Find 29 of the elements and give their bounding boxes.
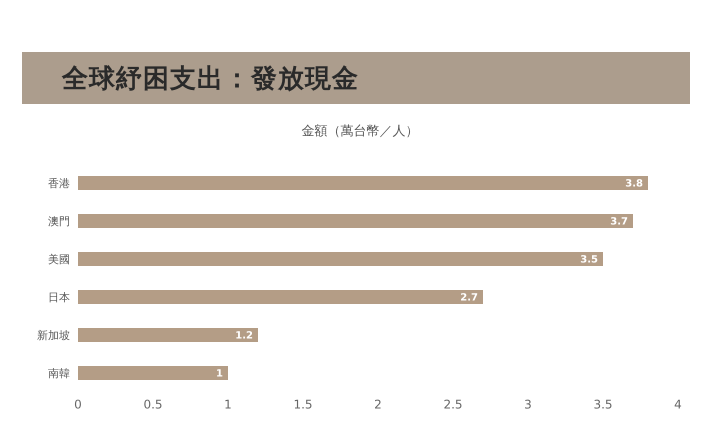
y-tick-label: 美國 xyxy=(48,252,70,266)
y-tick-label: 日本 xyxy=(48,290,70,304)
x-tick-label: 0.5 xyxy=(143,398,163,412)
chart-title: 全球紓困支出：發放現金 xyxy=(62,62,359,96)
bar xyxy=(78,252,603,266)
y-tick-label: 香港 xyxy=(48,176,70,190)
x-tick-label: 3.5 xyxy=(593,398,613,412)
data-label: 3.8 xyxy=(625,178,644,190)
bar xyxy=(78,328,258,342)
bar xyxy=(78,214,633,228)
x-tick-label: 1.5 xyxy=(293,398,313,412)
data-label: 1.2 xyxy=(235,330,254,342)
x-tick-label: 2 xyxy=(374,398,382,412)
data-label: 3.5 xyxy=(580,254,598,266)
bar xyxy=(78,290,483,304)
data-label: 3.7 xyxy=(610,216,628,228)
x-tick-label: 4 xyxy=(674,398,682,412)
x-axis-title: 金額（萬台幣／人） xyxy=(300,123,420,140)
bar xyxy=(78,176,648,190)
data-label: 2.7 xyxy=(460,292,478,304)
bar xyxy=(78,366,228,380)
x-tick-label: 1 xyxy=(224,398,232,412)
data-label: 1 xyxy=(216,368,224,380)
y-tick-label: 南韓 xyxy=(48,366,70,380)
y-tick-label: 澳門 xyxy=(48,214,70,228)
x-tick-label: 0 xyxy=(74,398,82,412)
y-tick-label: 新加坡 xyxy=(37,328,70,342)
x-tick-label: 2.5 xyxy=(443,398,463,412)
x-tick-label: 3 xyxy=(524,398,532,412)
